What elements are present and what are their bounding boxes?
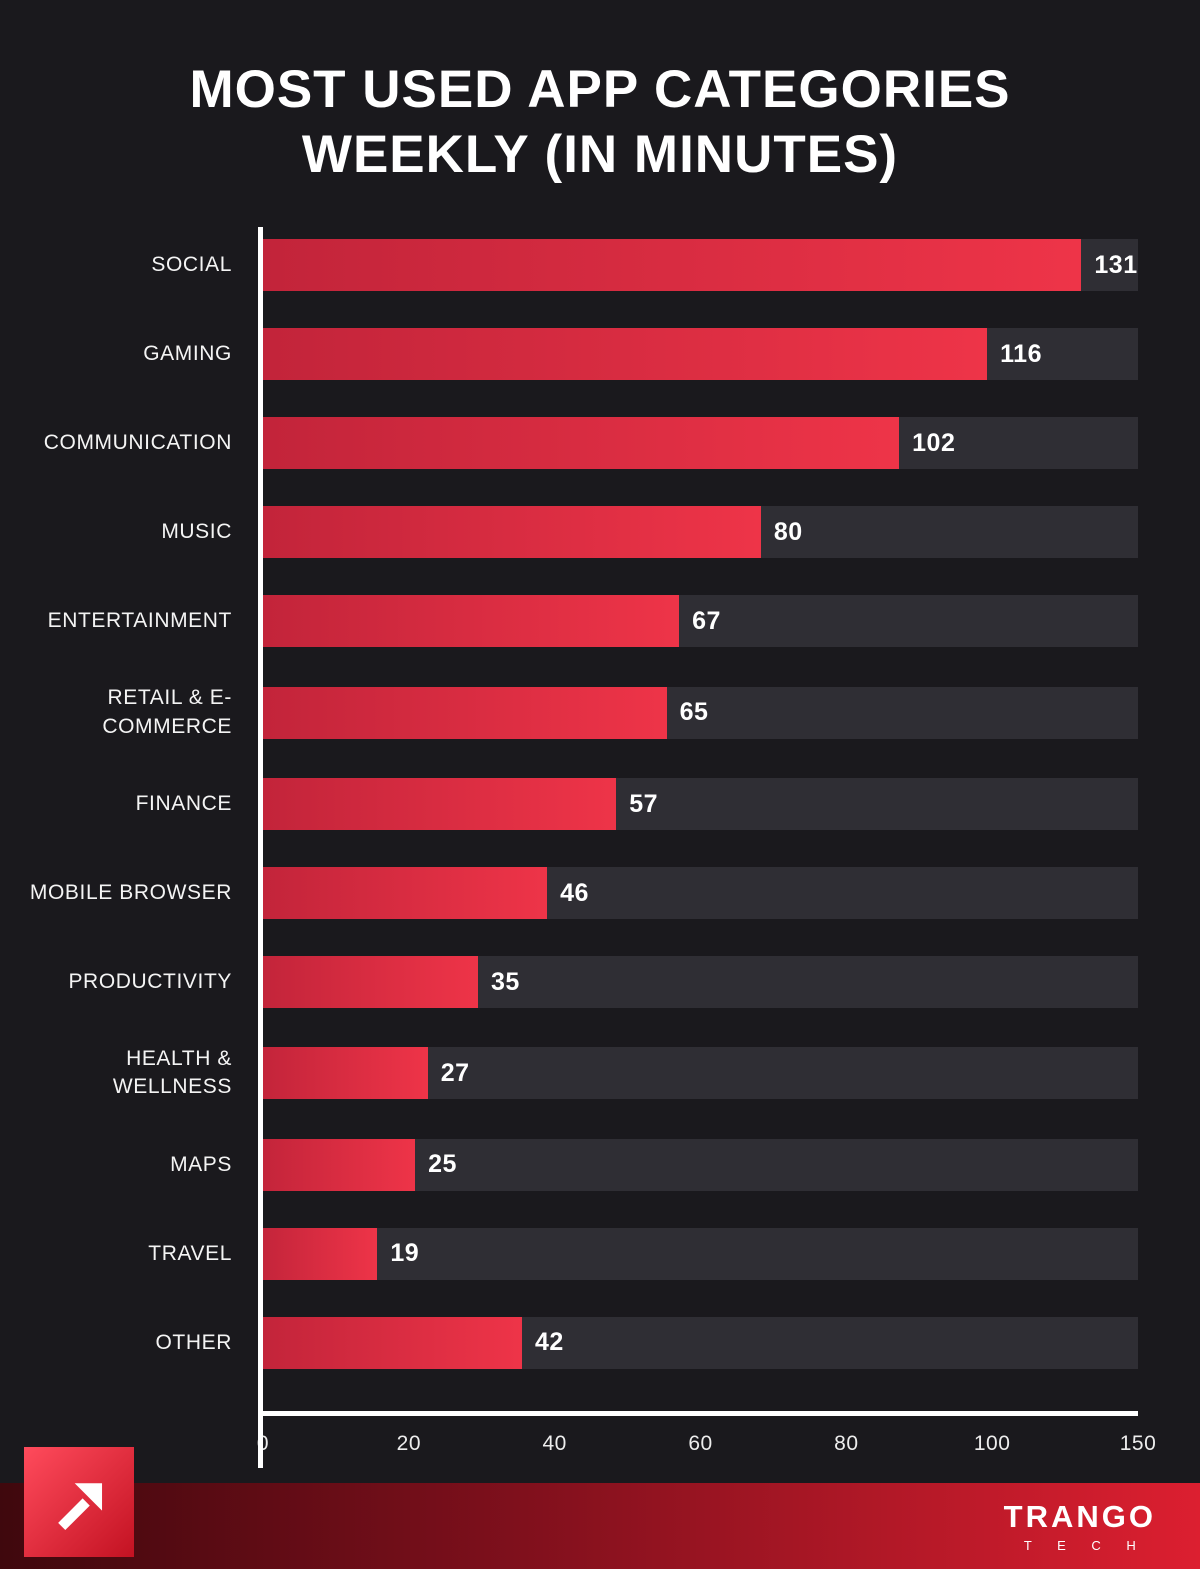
y-axis-line [258, 227, 263, 1468]
chart-row: TRAVEL 19 [26, 1227, 1138, 1280]
x-tick-label: 80 [834, 1431, 859, 1455]
chart-row: MUSIC 80 [26, 506, 1138, 559]
bar [258, 595, 680, 648]
category-label: GAMING [143, 342, 232, 366]
bar [258, 328, 988, 381]
value-label: 80 [773, 517, 803, 546]
x-tick-label: 40 [542, 1431, 567, 1455]
x-tick-label: 60 [688, 1431, 713, 1455]
bar-track: 42 [258, 1316, 1138, 1369]
chart-row: PRODUCTIVITY 35 [26, 956, 1138, 1008]
bar-track: 57 [258, 778, 1138, 830]
value-label: 46 [560, 878, 589, 907]
value-label: 25 [428, 1150, 457, 1179]
chart-row: FINANCE 57 [26, 778, 1138, 830]
brand-wordmark: TRANGO T E C H [1004, 1499, 1156, 1553]
chart-row: OTHER 42 [26, 1316, 1138, 1369]
bar-track: 19 [258, 1227, 1138, 1280]
bar-track: 65 [258, 686, 1138, 739]
category-label: SOCIAL [151, 253, 232, 277]
value-label: 131 [1094, 250, 1138, 279]
chart-row: ENTERTAINMENT 67 [26, 595, 1138, 648]
trango-logo [24, 1447, 134, 1557]
bar [258, 239, 1082, 292]
chart-row: MOBILE BROWSER 46 [26, 867, 1138, 919]
bar [258, 506, 761, 559]
value-label: 65 [679, 698, 709, 727]
value-label: 27 [440, 1058, 470, 1087]
category-label: COMMUNICATION [43, 431, 232, 455]
category-label: MAPS [170, 1152, 232, 1176]
value-label: 19 [390, 1239, 420, 1268]
bar [258, 1138, 416, 1191]
bar [258, 956, 478, 1008]
bar-chart: SOCIAL 131 GAMING 116 COMMUNICATION 102 MUSIC 8… [26, 227, 1156, 1468]
bar-track: 35 [258, 956, 1138, 1008]
category-label: MOBILE BROWSER [29, 880, 232, 904]
x-tick-label: 20 [396, 1431, 422, 1455]
bar [258, 778, 617, 830]
category-label: RETAIL & E-COMMERCE [102, 686, 232, 738]
bar-track: 131 [258, 239, 1138, 292]
bar-track: 80 [258, 506, 1138, 559]
bar-track: 116 [258, 328, 1138, 381]
value-label: 35 [491, 967, 520, 996]
brand-name: TRANGO [1003, 1499, 1156, 1534]
x-tick-label: 100 [973, 1431, 1011, 1455]
bar [258, 1047, 428, 1100]
x-axis-line [258, 1410, 1138, 1416]
bar [258, 1316, 522, 1369]
value-label: 42 [535, 1328, 564, 1357]
bar [258, 686, 667, 739]
bar-track: 27 [258, 1047, 1138, 1100]
bar-track: 67 [258, 595, 1138, 648]
chart-row: COMMUNICATION 102 [26, 417, 1138, 470]
bar-track: 102 [258, 417, 1138, 470]
value-label: 67 [692, 606, 721, 635]
chart-row: GAMING 116 [26, 328, 1138, 381]
category-label: TRAVEL [148, 1241, 232, 1265]
bar-track: 25 [258, 1138, 1138, 1191]
category-label: PRODUCTIVITY [68, 969, 232, 993]
value-label: 102 [912, 428, 956, 457]
chart-title: MOST USED APP CATEGORIES WEEKLY (IN MINU… [189, 60, 1011, 184]
x-axis-ticks: 0 20 40 60 80 100 150 [257, 1416, 1156, 1468]
bar [258, 867, 548, 919]
trango-arrow-icon [43, 1466, 115, 1538]
value-label: 57 [629, 789, 659, 818]
chart-row: SOCIAL 131 [26, 239, 1138, 292]
chart-row: RETAIL & E-COMMERCE 65 [26, 684, 1138, 741]
bar-track: 46 [258, 867, 1138, 919]
infographic-page: MOST USED APP CATEGORIES WEEKLY (IN MINU… [0, 60, 1200, 1569]
category-label: ENTERTAINMENT [47, 609, 232, 633]
chart-row: HEALTH & WELLNESS 27 [26, 1045, 1138, 1102]
value-label: 116 [1000, 339, 1042, 368]
x-tick-label: 150 [1119, 1431, 1157, 1455]
chart-row: MAPS 25 [26, 1138, 1138, 1191]
category-label: OTHER [155, 1330, 232, 1354]
category-label: HEALTH & WELLNESS [112, 1047, 232, 1099]
footer-banner: TRANGO T E C H [0, 1483, 1200, 1569]
chart-rows: SOCIAL 131 GAMING 116 COMMUNICATION 102 MUSIC 8… [26, 227, 1138, 1410]
category-label: FINANCE [135, 791, 232, 815]
bar [258, 417, 900, 470]
bar [258, 1227, 378, 1280]
category-label: MUSIC [161, 520, 232, 544]
brand-subtitle: T E C H [1023, 1538, 1147, 1553]
